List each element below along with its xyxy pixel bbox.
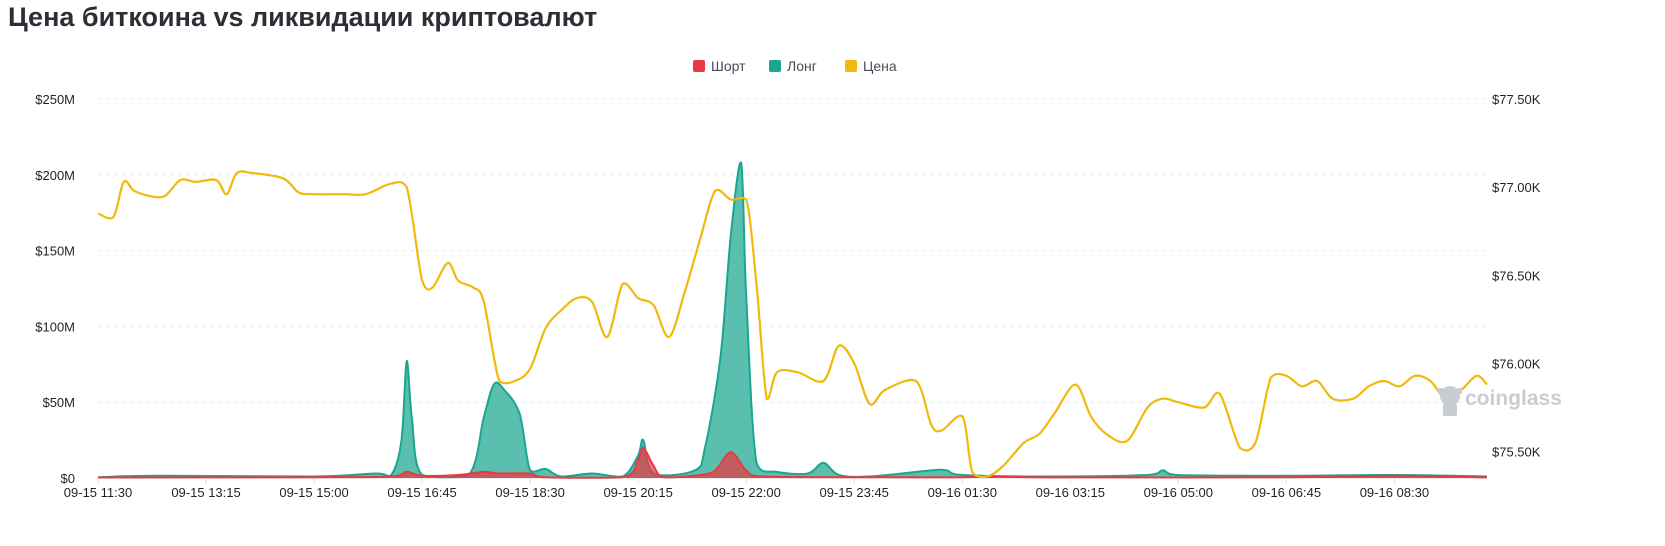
y-left-tick-label: $200M [35, 168, 75, 183]
grid-lines [98, 98, 1487, 479]
x-tick-label: 09-16 06:45 [1252, 485, 1321, 500]
series-areas [97, 161, 1488, 479]
y-right-tick-label: $76.00K [1492, 356, 1541, 371]
x-tick-label: 09-15 11:30 [64, 485, 132, 500]
page-title: Цена биткоина vs ликвидации криптовалют [8, 2, 598, 32]
series-line-price [97, 170, 1488, 479]
area-long [98, 162, 1487, 479]
y-left-tick-label: $250M [35, 92, 75, 107]
y-left-tick-label: $150M [35, 244, 75, 259]
legend-swatch[interactable] [845, 60, 857, 72]
x-tick-label: 09-15 20:15 [603, 485, 672, 500]
y-right-tick-label: $75.50K [1492, 445, 1541, 460]
x-tick-label: 09-15 18:30 [495, 485, 564, 500]
x-tick-label: 09-16 03:15 [1036, 485, 1105, 500]
x-tick-label: 09-15 23:45 [820, 485, 889, 500]
x-tick-label: 09-15 13:15 [171, 485, 240, 500]
y-left-tick-label: $100M [35, 319, 75, 334]
coinglass-logo-icon [1438, 386, 1462, 416]
watermark-text: coinglass [1465, 387, 1562, 410]
line-long [97, 161, 1488, 479]
price-line [97, 170, 1488, 479]
x-tick-label: 09-16 05:00 [1144, 485, 1213, 500]
coinglass-watermark: coinglass [1438, 386, 1562, 416]
x-tick-label: 09-15 15:00 [279, 485, 348, 500]
legend-label[interactable]: Цена [863, 58, 897, 74]
y-left-tick-label: $0 [61, 471, 75, 486]
axes: $0 $50M $100M $150M $200M $250M $75.50K $76.00K… [35, 92, 1541, 500]
y-left-tick-label: $50M [42, 395, 75, 410]
legend-label[interactable]: Лонг [787, 58, 817, 74]
x-tick-label: 09-15 16:45 [387, 485, 456, 500]
x-tick-label: 09-16 08:30 [1360, 485, 1429, 500]
legend-swatch[interactable] [769, 60, 781, 72]
legend: Шорт Лонг Цена [693, 58, 897, 74]
x-tick-label: 09-16 01:30 [928, 485, 997, 500]
legend-label[interactable]: Шорт [711, 58, 746, 74]
legend-swatch[interactable] [693, 60, 705, 72]
line-short [97, 446, 1488, 479]
y-right-tick-label: $77.00K [1492, 180, 1541, 195]
y-right-tick-label: $76.50K [1492, 268, 1541, 283]
x-tick-label: 09-15 22:00 [711, 485, 780, 500]
y-right-tick-label: $77.50K [1492, 92, 1541, 107]
